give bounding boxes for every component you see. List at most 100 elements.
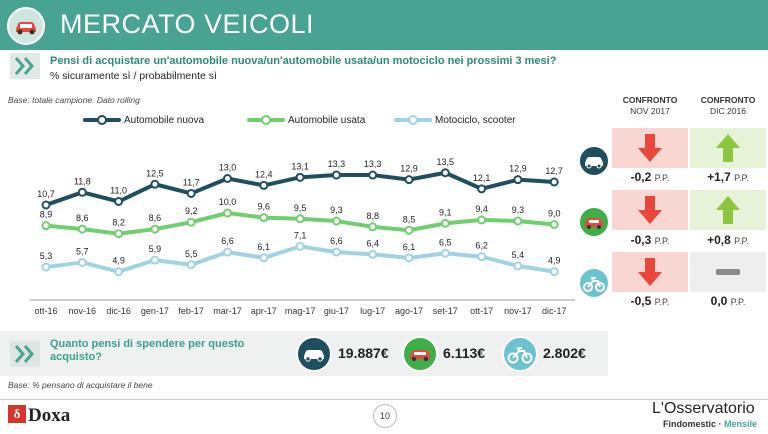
trend-up-box — [690, 128, 766, 168]
x-tick-label: gen-17 — [141, 306, 169, 316]
data-label: 13,1 — [291, 161, 309, 171]
comparison-value: 0,0 P.P. — [690, 294, 766, 308]
spend-value-new-car: 19.887€ — [338, 345, 389, 361]
data-label: 6,5 — [439, 237, 452, 247]
chevron-right-icon — [10, 53, 40, 79]
x-tick-label: mag-17 — [285, 306, 316, 316]
arrow-up-icon — [716, 196, 740, 224]
data-point — [331, 170, 341, 180]
data-point — [440, 248, 450, 258]
delta-value: +0,8 — [707, 233, 731, 247]
data-point — [114, 197, 124, 206]
footer-divider — [0, 399, 768, 400]
delta-value: -0,3 — [630, 233, 652, 247]
data-point — [150, 179, 160, 189]
trend-down-box — [612, 190, 688, 230]
data-point — [440, 168, 450, 178]
comparison-header-nov2017: CONFRONTO NOV 2017 — [612, 95, 688, 117]
motorcycle-icon — [578, 267, 610, 299]
x-tick-label: ott-16 — [34, 306, 57, 316]
data-label: 12,1 — [473, 173, 491, 183]
data-label: 5,9 — [149, 244, 162, 254]
flat-dash-icon — [716, 269, 740, 275]
arrow-down-icon — [638, 134, 662, 162]
used-car-icon — [578, 206, 610, 238]
delta-value: +1,7 — [707, 170, 731, 184]
data-point — [77, 187, 87, 197]
data-label: 9,3 — [330, 205, 343, 215]
trend-flat-box — [690, 252, 766, 292]
data-label: 12,9 — [509, 164, 527, 174]
data-label: 12,9 — [400, 164, 418, 174]
data-label: 11,0 — [110, 186, 127, 196]
trend-down-box — [612, 128, 688, 168]
page-number: 10 — [373, 404, 397, 428]
x-tick-label: lug-17 — [360, 306, 385, 316]
data-label: 4,9 — [112, 256, 125, 266]
x-tick-label: ago-17 — [395, 306, 423, 316]
trend-down-box — [612, 252, 688, 292]
comparison-header-title: CONFRONTO — [622, 95, 678, 105]
data-point — [41, 221, 51, 231]
x-tick-label: set-17 — [433, 306, 458, 316]
chevron-right-icon — [10, 341, 40, 367]
x-tick-label: nov-17 — [504, 306, 532, 316]
delta-unit: P.P. — [654, 173, 670, 183]
data-point — [549, 220, 559, 229]
data-label: 10,7 — [37, 189, 55, 199]
legend-item-used-car: Automobile usata — [247, 113, 365, 127]
base-note-bottom: Base: % pensano di acquistare il bene — [8, 380, 153, 390]
comparison-value: +0,8 P.P. — [690, 233, 766, 247]
brand-sub-b: Mensile — [724, 419, 758, 429]
x-tick-label: apr-17 — [251, 306, 277, 316]
survey-question: Pensi di acquistare un'automobile nuova/… — [50, 55, 557, 67]
data-point — [114, 267, 124, 277]
brand-sub-a: Findomestic — [663, 419, 717, 429]
data-label: 6,1 — [258, 242, 271, 252]
legend-item-motorcycle: Motociclo, scooter — [394, 113, 516, 127]
x-tick-label: giu-17 — [324, 306, 349, 316]
data-point — [404, 253, 414, 263]
data-point — [404, 175, 414, 185]
arrow-down-icon — [638, 196, 662, 224]
data-label: 6,6 — [221, 236, 234, 246]
data-point — [477, 215, 487, 225]
brand-sub-sep: · — [716, 419, 725, 429]
data-label: 8,9 — [40, 210, 53, 220]
data-label: 7,1 — [294, 230, 307, 240]
data-point — [295, 172, 305, 182]
car-icon — [296, 336, 332, 372]
legend-label: Motociclo, scooter — [435, 114, 516, 126]
data-label: 6,6 — [330, 236, 343, 246]
header-bar — [0, 0, 768, 50]
motorcycle-icon — [502, 336, 538, 372]
data-label: 13,0 — [219, 163, 237, 173]
data-label: 8,5 — [403, 214, 416, 224]
data-point — [549, 267, 559, 277]
data-point — [114, 229, 124, 239]
car-icon — [578, 145, 610, 177]
data-point — [186, 260, 196, 270]
x-tick-label: ott-17 — [470, 306, 493, 316]
data-label: 5,3 — [40, 251, 53, 261]
data-point — [77, 224, 87, 234]
comparison-value: -0,2 P.P. — [612, 170, 688, 184]
delta-value: -0,5 — [630, 294, 652, 308]
legend-label: Automobile usata — [288, 114, 366, 126]
survey-question-sub: % sicuramente sì / probabilmente sì — [50, 70, 217, 82]
delta-value: -0,2 — [630, 170, 652, 184]
data-label: 5,7 — [76, 246, 89, 256]
data-label: 10,0 — [219, 197, 237, 207]
base-note: Base: totale campione. Dato rolling — [8, 95, 140, 105]
data-point — [223, 208, 232, 218]
x-tick-label: dic-17 — [542, 306, 567, 316]
data-label: 6,1 — [403, 242, 416, 252]
data-label: 5,5 — [185, 249, 198, 259]
comparison-header-sub: DIC 2016 — [710, 106, 746, 116]
comparison-header-title: CONFRONTO — [700, 95, 756, 105]
legend-item-new-car: Automobile nuova — [83, 113, 204, 127]
data-label: 5,4 — [512, 250, 525, 260]
car-icon — [7, 7, 45, 45]
data-label: 6,4 — [366, 238, 379, 248]
data-label: 13,3 — [328, 159, 346, 169]
